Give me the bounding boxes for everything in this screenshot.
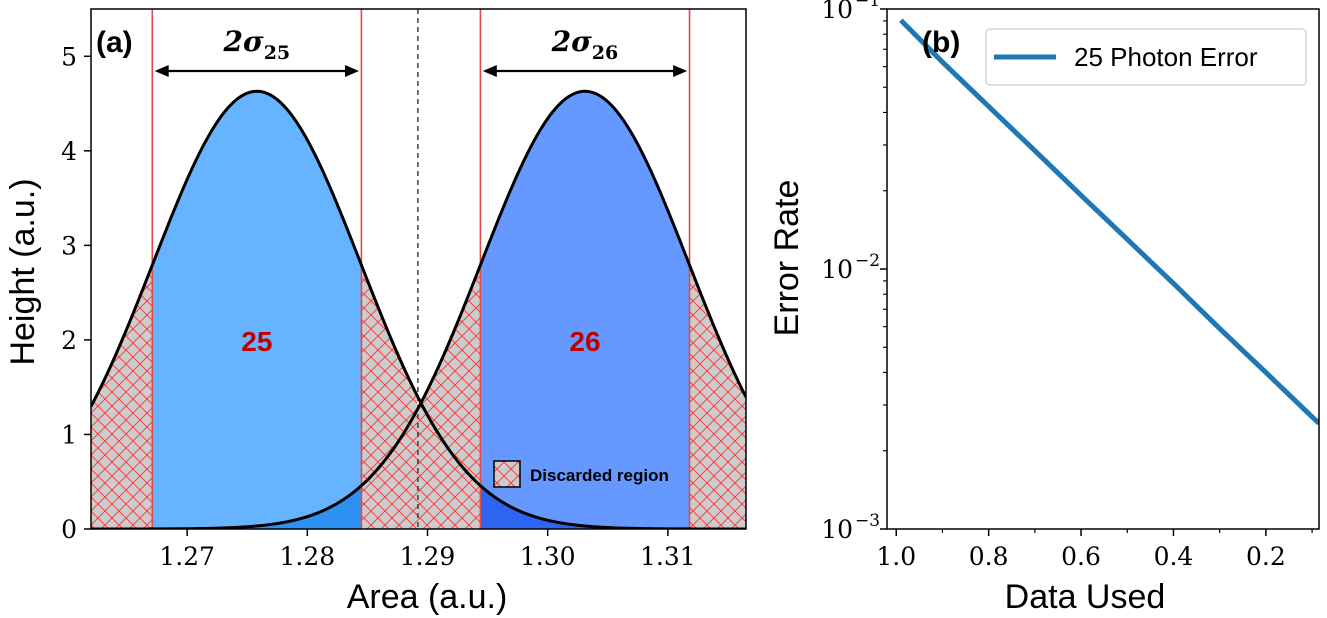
panel-a-ylabel: Height (a.u.) [4,178,42,365]
a-xtick-label-1.30: 1.30 [520,542,576,571]
panel-b-frame [886,8,1320,530]
panel-b-plot-area [899,18,1319,426]
discard-region-right [689,265,746,529]
discard-region-mid-left [361,265,418,529]
a-xtick-label-1.29: 1.29 [400,542,456,571]
panel-b-legend: 25 Photon Error [985,28,1307,86]
sigma-label-26: 2σ26 [551,25,619,64]
a-ytick-label-0: 0 [61,515,77,544]
a-ytick-label-1: 1 [61,420,77,449]
panel-b-ylabel: Error Rate [768,180,806,337]
sigma-label-main: 2σ [223,25,264,58]
sigma-label-sub: 25 [264,42,290,64]
a-xtick-label-1.31: 1.31 [640,542,696,571]
a-xtick-label-1.28: 1.28 [279,542,335,571]
b-xtick-label-0.2: 0.2 [1246,542,1286,571]
panel-a-plot-area: 25 26 [91,9,746,529]
a-ytick-label-2: 2 [61,326,77,355]
discard-region-left [91,265,153,529]
legend-series-label: 25 Photon Error [1074,42,1258,72]
peak-26-overlap-tail [480,485,690,529]
discard-region-mid-right [417,265,481,529]
b-xtick-label-0.6: 0.6 [1061,542,1101,571]
b-ytick-label-exponent: −3 [855,511,880,531]
peak-label-25: 25 [241,326,272,357]
panel-b-xlabel: Data Used [1005,578,1166,616]
peak-25-kept-region [152,91,362,529]
sigma-arrow-head-left-26 [482,65,497,77]
peak-25-overlap-tail [152,485,362,529]
a-ytick-label-3: 3 [61,231,77,260]
panel-b: 1.0 0.8 0.6 0.4 0.210−110−210−3 (b) Data Use… [768,0,1320,616]
panel-a-annotations: 2σ25 2σ26 [154,25,688,77]
sigma-label-main: 2σ [551,25,592,58]
b-xtick-label-0.4: 0.4 [1154,542,1194,571]
panel-a-xlabel: Area (a.u.) [347,578,508,616]
legend-label: Discarded region [530,466,669,485]
legend-hatch-swatch [493,460,521,488]
sigma-label-25: 2σ25 [223,25,291,64]
b-xtick-label-0.8: 0.8 [969,542,1009,571]
a-xtick-label-1.27: 1.27 [159,542,215,571]
panel-b-axes: 1.0 0.8 0.6 0.4 0.210−110−210−3 [821,0,1313,571]
panel-a-frame [90,8,747,530]
panel-a-axes: 1.27 1.28 1.29 1.30 1.31 0 1 2 3 4 5 [61,42,696,571]
b-xtick-label-1.0: 1.0 [876,542,916,571]
sigma-arrow-head-right-25 [345,65,360,77]
panel-a-label: (a) [96,26,133,59]
a-ytick-label-5: 5 [61,42,77,71]
legend-box [985,28,1307,86]
error-rate-line [899,18,1319,426]
sigma-arrow-head-right-26 [673,65,688,77]
sigma-label-sub: 26 [592,42,618,64]
b-ytick-label-exponent: −1 [855,0,880,11]
b-ytick-label-exponent: −2 [855,251,880,271]
peak-26-kept-region [480,91,690,529]
sigma-arrow-head-left-25 [154,65,169,77]
panel-b-label: (b) [922,26,960,59]
b-ytick-label: 10 [821,515,853,544]
a-ytick-label-4: 4 [61,137,77,166]
panel-a: 25 26 1.27 1.28 1.29 1.30 1.31 0 1 2 3 4 5 (a) Area… [4,8,747,616]
b-ytick-label: 10 [821,0,853,24]
peak-label-26: 26 [569,326,600,357]
panel-a-legend: Discarded region [493,460,669,488]
b-ytick-label: 10 [821,255,853,284]
